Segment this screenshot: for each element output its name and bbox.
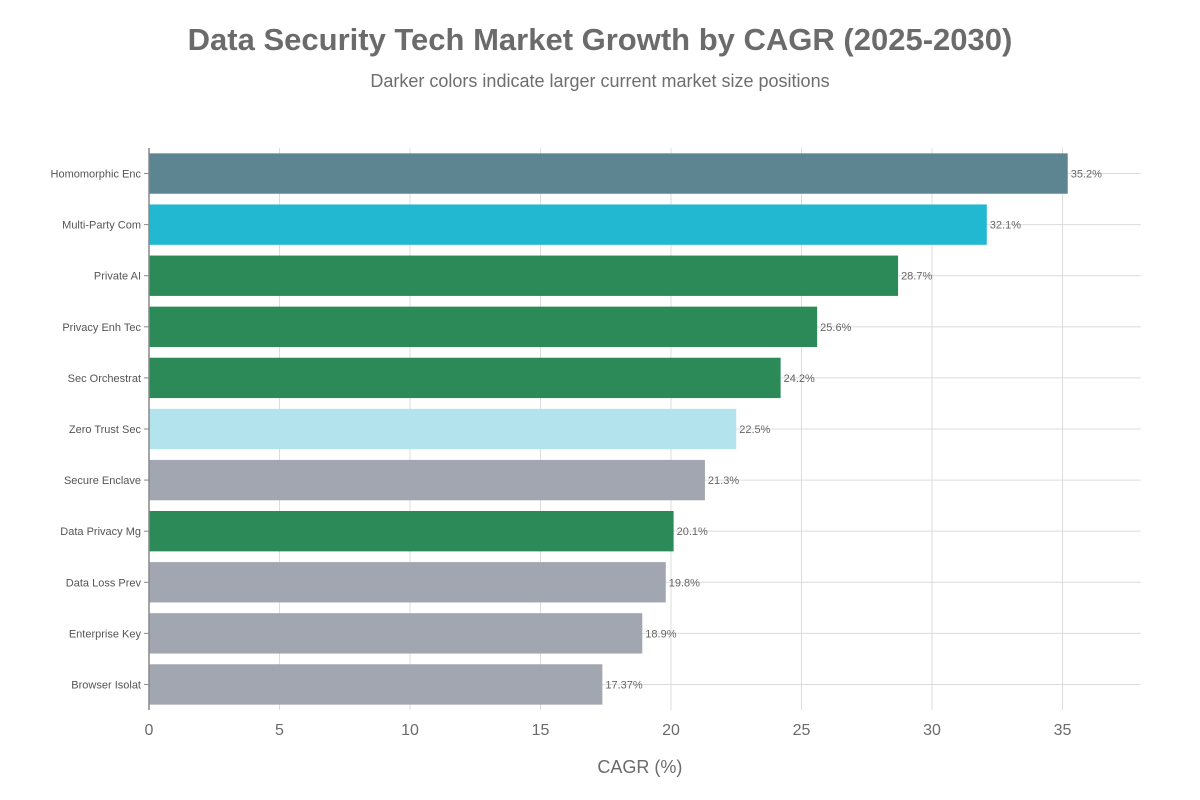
bar[interactable] <box>149 408 737 450</box>
bar[interactable] <box>149 613 643 654</box>
bar[interactable] <box>149 153 1068 194</box>
axes <box>144 148 150 710</box>
category-label: Data Loss Prev <box>66 577 142 589</box>
bar[interactable] <box>149 357 781 399</box>
data-label: 17.37% <box>605 679 643 691</box>
bar[interactable] <box>149 306 818 347</box>
x-tick-label: 0 <box>145 722 154 739</box>
x-tick-label: 25 <box>793 722 811 739</box>
x-axis-title: CAGR (%) <box>597 757 682 777</box>
data-label: 28.7% <box>901 271 932 283</box>
x-tick-label: 15 <box>532 722 550 739</box>
x-tick-label: 35 <box>1054 722 1072 739</box>
data-label: 35.2% <box>1071 169 1102 181</box>
category-label: Browser Isolat <box>71 679 141 691</box>
category-label: Zero Trust Sec <box>69 424 142 436</box>
category-label: Privacy Enh Tec <box>62 322 141 334</box>
data-label: 32.1% <box>990 220 1021 232</box>
bar[interactable] <box>149 664 603 705</box>
category-label: Sec Orchestrat <box>68 373 141 385</box>
data-label: 22.5% <box>739 424 770 436</box>
category-label: Private AI <box>94 271 141 283</box>
bar[interactable] <box>149 511 674 552</box>
x-tick-label: 10 <box>401 722 419 739</box>
category-label: Multi-Party Com <box>62 220 141 232</box>
x-tick-label: 20 <box>662 722 680 739</box>
data-label: 24.2% <box>784 373 815 385</box>
labels: 0 5 10 15 20 25 30 35 Homomorphic Enc 35.2% Multi-… <box>51 169 1103 739</box>
bar[interactable] <box>149 562 666 603</box>
bars <box>149 153 1068 705</box>
chart-subtitle: Darker colors indicate larger current ma… <box>370 71 830 91</box>
x-tick-label: 30 <box>923 722 941 739</box>
category-label: Secure Enclave <box>64 475 141 487</box>
category-label: Enterprise Key <box>69 628 142 640</box>
bar[interactable] <box>149 255 899 296</box>
data-label: 19.8% <box>669 577 700 589</box>
category-label: Homomorphic Enc <box>51 169 142 181</box>
data-label: 18.9% <box>645 628 676 640</box>
x-tick-label: 5 <box>275 722 284 739</box>
bar[interactable] <box>149 459 705 501</box>
category-label: Data Privacy Mg <box>60 526 141 538</box>
bar[interactable] <box>149 204 987 245</box>
data-label: 21.3% <box>708 475 739 487</box>
chart-title: Data Security Tech Market Growth by CAGR… <box>187 22 1013 57</box>
data-label: 20.1% <box>677 526 708 538</box>
data-label: 25.6% <box>820 322 851 334</box>
